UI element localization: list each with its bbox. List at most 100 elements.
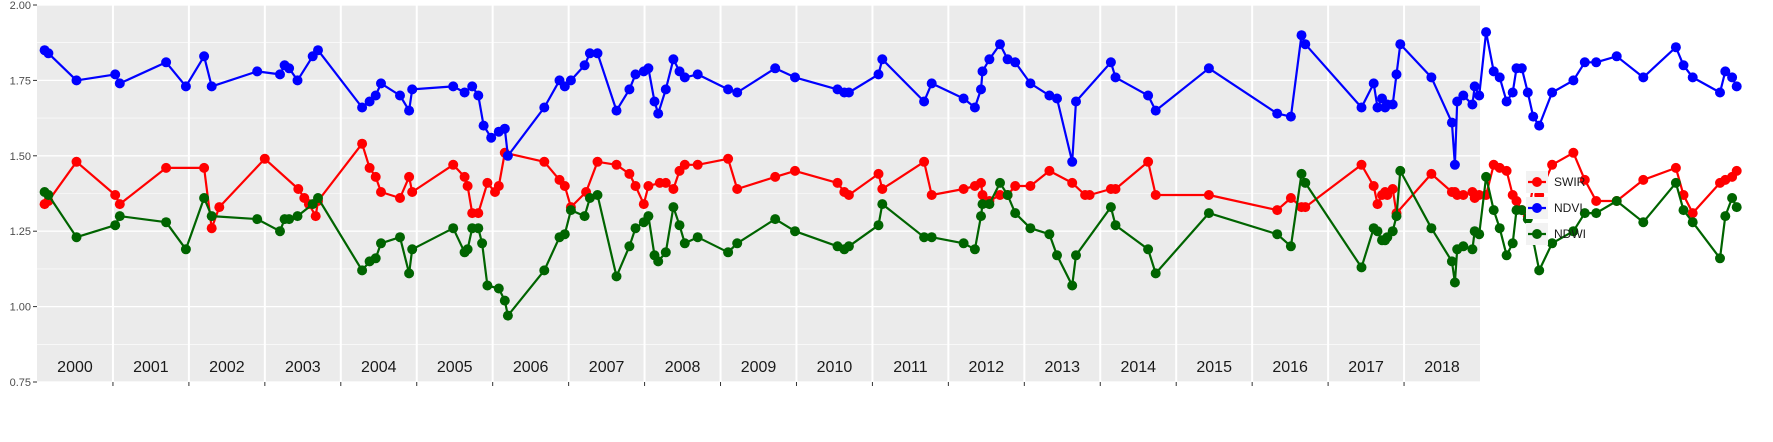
data-point-swir — [679, 159, 690, 170]
year-label: 2016 — [1272, 359, 1308, 376]
data-point-ndwi — [404, 268, 415, 279]
data-point-ndwi — [1296, 168, 1307, 179]
year-label: 2017 — [1348, 359, 1384, 376]
data-point-swir — [448, 159, 459, 170]
data-point-ndwi — [624, 241, 635, 252]
year-label: 2002 — [209, 359, 245, 376]
data-point-ndwi — [110, 220, 121, 231]
data-point-ndwi — [926, 232, 937, 243]
data-point-ndwi — [275, 226, 285, 237]
data-point-swir — [1044, 165, 1055, 176]
data-point-swir — [1579, 174, 1590, 185]
data-point-ndvi — [1395, 39, 1406, 50]
data-point-ndwi — [252, 214, 263, 225]
data-point-ndvi — [1670, 42, 1681, 53]
data-point-ndwi — [873, 220, 884, 231]
data-point-ndvi — [1591, 57, 1602, 68]
data-point-swir — [1203, 190, 1214, 200]
x-axis-year-labels: 2000 2001 2002 2003 2004 2005 2006 2007 2008 2009… — [57, 359, 1460, 376]
data-point-swir — [206, 223, 217, 234]
data-point-ndwi — [584, 193, 595, 203]
data-point-swir — [732, 184, 743, 194]
year-label: 2011 — [893, 359, 928, 376]
data-point-ndvi — [976, 84, 986, 95]
data-point-swir — [310, 211, 321, 222]
data-point-ndvi — [1534, 120, 1545, 131]
data-point-ndwi — [1467, 244, 1478, 255]
data-point-ndvi — [969, 102, 980, 113]
data-point-ndvi — [473, 90, 484, 101]
data-point-ndwi — [790, 226, 800, 237]
data-point-ndwi — [1670, 177, 1681, 188]
data-point-ndwi — [674, 220, 685, 231]
data-point-ndwi — [395, 232, 405, 243]
data-point-swir — [1458, 190, 1469, 200]
data-point-ndvi — [1678, 60, 1689, 71]
data-point-ndvi — [1458, 90, 1469, 101]
data-point-ndvi — [660, 84, 671, 95]
data-point-swir — [1084, 190, 1095, 200]
data-point-swir — [1356, 159, 1367, 170]
data-point-ndvi — [404, 105, 415, 116]
data-point-swir — [482, 177, 493, 188]
data-point-ndvi — [919, 96, 930, 107]
year-label: 2004 — [361, 359, 397, 376]
data-point-swir — [877, 184, 888, 194]
year-label: 2001 — [133, 359, 169, 376]
data-point-swir — [259, 153, 270, 164]
data-point-swir — [611, 159, 622, 170]
data-point-swir — [692, 159, 703, 170]
data-point-ndvi — [624, 84, 635, 95]
data-point-ndvi — [1507, 87, 1518, 98]
data-point-swir — [459, 171, 470, 182]
year-label: 2018 — [1424, 359, 1460, 376]
data-point-ndvi — [486, 132, 497, 143]
data-point-ndvi — [790, 72, 800, 83]
data-point-ndwi — [370, 253, 381, 264]
data-point-ndvi — [592, 48, 603, 59]
data-point-swir — [630, 181, 641, 191]
data-point-ndvi — [1426, 72, 1437, 83]
data-point-ndwi — [292, 211, 303, 222]
data-point-ndwi — [161, 217, 172, 228]
data-point-ndwi — [679, 238, 690, 249]
data-point-ndwi — [565, 205, 576, 216]
data-point-ndvi — [643, 63, 654, 74]
data-point-swir — [407, 187, 418, 197]
data-point-swir — [473, 208, 484, 219]
data-point-swir — [559, 181, 570, 191]
data-point-swir — [357, 138, 368, 149]
data-point-ndvi — [448, 81, 459, 92]
data-point-swir — [539, 156, 550, 167]
data-point-ndvi — [630, 69, 641, 80]
data-point-ndwi — [1391, 211, 1402, 222]
data-point-ndvi — [1387, 99, 1398, 110]
data-point-ndwi — [199, 193, 210, 203]
data-point-ndwi — [1591, 208, 1602, 219]
data-point-ndwi — [1105, 202, 1116, 213]
year-label: 2009 — [741, 359, 777, 376]
data-point-swir — [926, 190, 937, 200]
data-point-ndwi — [407, 244, 418, 255]
year-label: 2015 — [1196, 359, 1232, 376]
data-point-ndwi — [1356, 262, 1367, 273]
data-point-ndwi — [180, 244, 191, 255]
data-point-ndvi — [161, 57, 172, 68]
data-point-swir — [1638, 174, 1649, 185]
legend-key-point — [1532, 203, 1542, 213]
year-label: 2000 — [57, 359, 93, 376]
data-point-swir — [404, 171, 415, 182]
data-point-ndwi — [1285, 241, 1296, 252]
data-point-ndvi — [395, 90, 405, 101]
data-point-ndvi — [770, 63, 781, 74]
data-point-swir — [1025, 181, 1036, 191]
data-point-ndwi — [643, 211, 654, 222]
data-point-ndwi — [592, 190, 603, 200]
data-point-ndvi — [732, 87, 743, 98]
data-point-ndwi — [1372, 226, 1383, 237]
data-point-ndwi — [1458, 241, 1469, 252]
y-tick-label: 1.00 — [10, 302, 31, 314]
data-point-swir — [214, 202, 225, 213]
data-point-ndvi — [252, 66, 263, 77]
data-point-ndvi — [1731, 81, 1742, 92]
